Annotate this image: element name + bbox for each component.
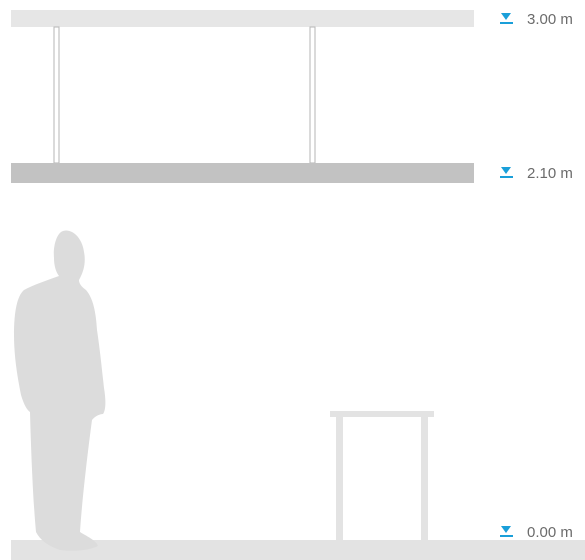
hanger-rod-right <box>309 26 316 164</box>
table-top <box>330 411 434 417</box>
floor-slab <box>11 540 585 560</box>
ceiling-slab <box>11 10 474 27</box>
level-marker-icon <box>500 526 513 537</box>
level-label-0-00: 0.00 m <box>527 524 573 541</box>
hanger-rod-left <box>53 26 60 164</box>
level-label-2-10: 2.10 m <box>527 165 573 182</box>
table-leg-right <box>421 417 428 540</box>
level-marker-icon <box>500 167 513 178</box>
level-marker-icon <box>500 13 513 24</box>
person-silhouette <box>14 230 106 551</box>
table-leg-left <box>336 417 343 540</box>
level-label-3-00: 3.00 m <box>527 11 573 28</box>
suspended-ceiling-panel <box>11 163 474 183</box>
